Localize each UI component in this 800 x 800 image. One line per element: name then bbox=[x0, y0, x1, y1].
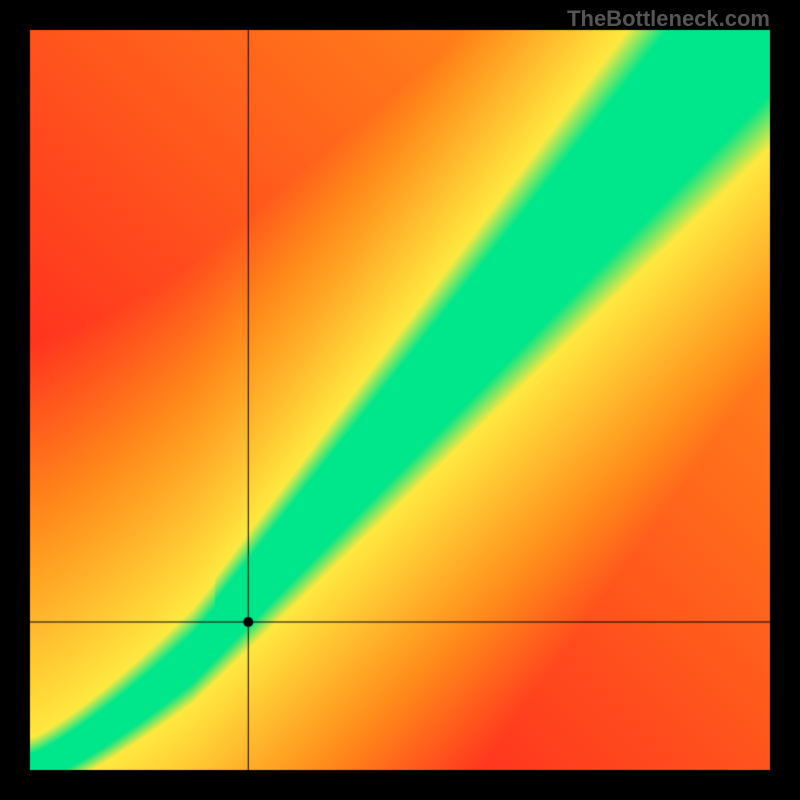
heatmap-canvas bbox=[0, 0, 800, 800]
watermark-text: TheBottleneck.com bbox=[567, 6, 770, 32]
chart-container: TheBottleneck.com bbox=[0, 0, 800, 800]
